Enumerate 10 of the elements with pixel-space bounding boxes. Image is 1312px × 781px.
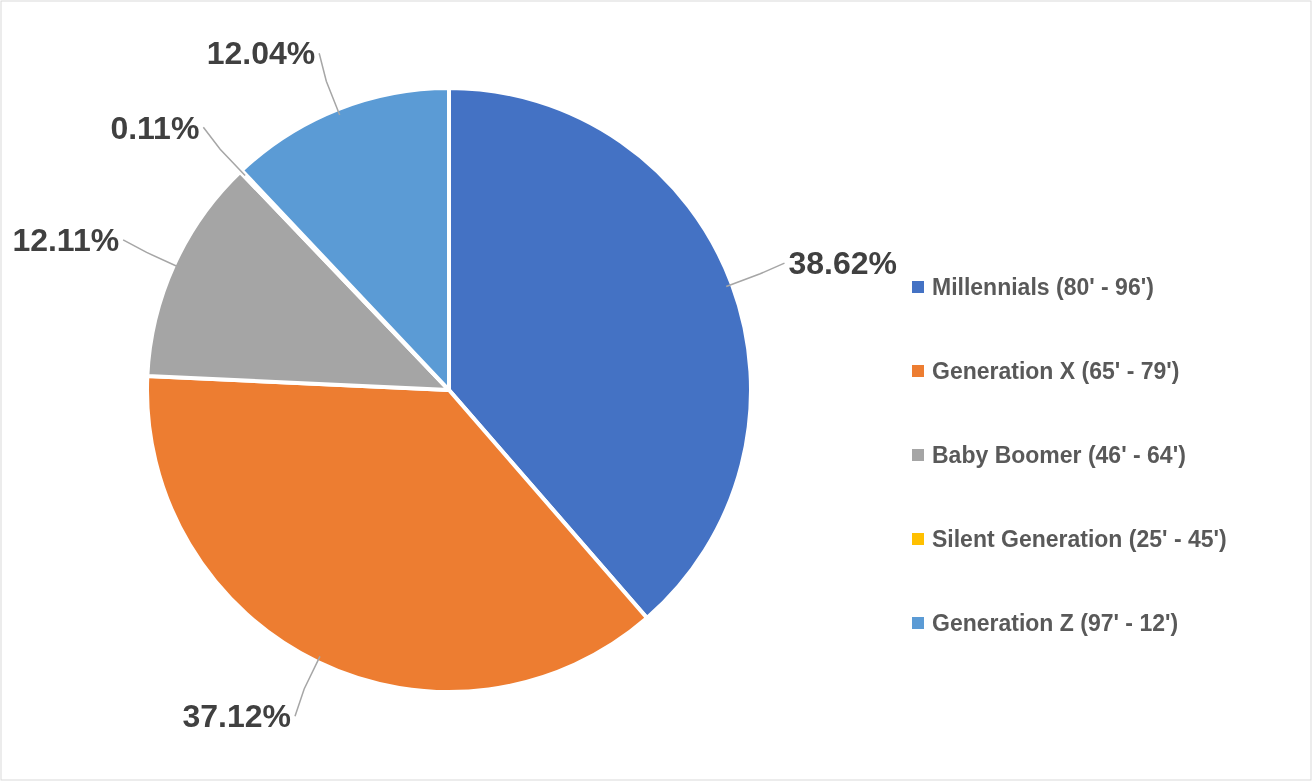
legend-label: Generation Z (97' - 12') (932, 610, 1179, 637)
data-label: 38.62% (788, 245, 898, 282)
legend-label: Generation X (65' - 79') (932, 358, 1180, 385)
legend-label: Baby Boomer (46' - 64') (932, 442, 1186, 469)
legend-label: Silent Generation (25' - 45') (932, 526, 1227, 553)
data-label: 0.11% (110, 109, 200, 146)
data-label: 12.11% (12, 222, 120, 259)
data-label: 37.12% (182, 698, 291, 735)
legend-label: Millennials (80' - 96') (932, 274, 1154, 301)
data-label: 12.04% (206, 35, 316, 72)
